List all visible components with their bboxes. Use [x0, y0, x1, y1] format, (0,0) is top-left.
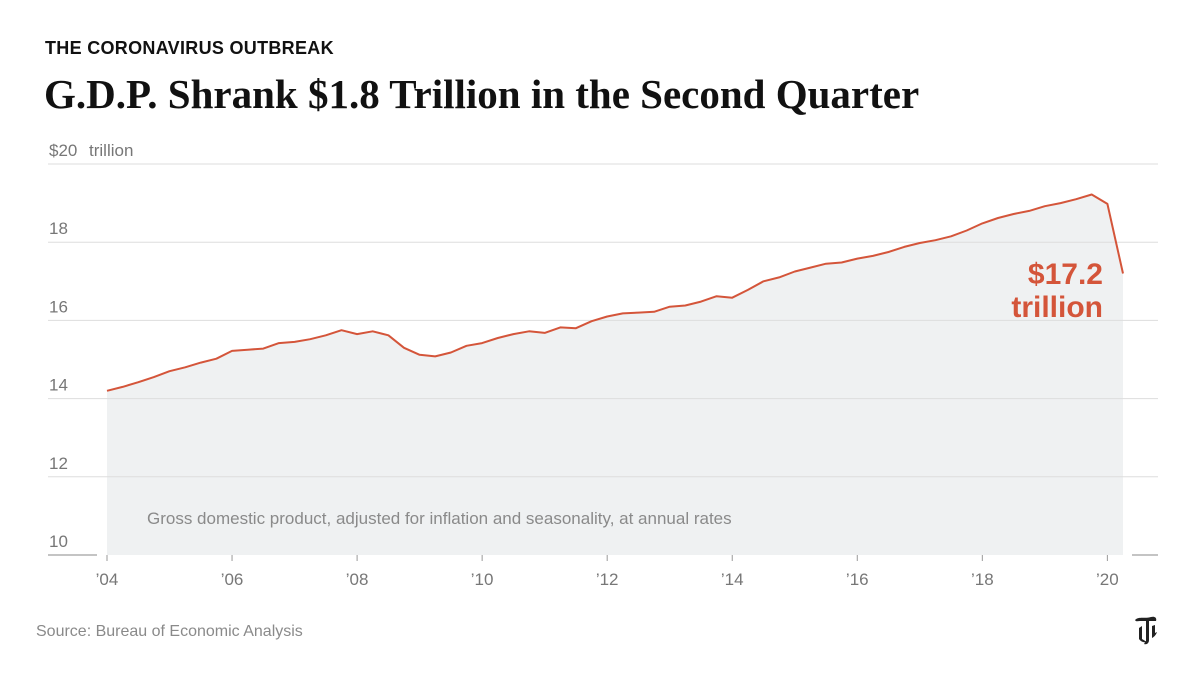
- y-tick-label: 16: [49, 297, 68, 316]
- y-tick-label: $20: [49, 141, 77, 160]
- x-tick-label: ’20: [1096, 570, 1119, 589]
- x-tick-label: ’14: [721, 570, 744, 589]
- y-tick-label: 18: [49, 219, 68, 238]
- nyt-logo-icon: [1127, 610, 1165, 648]
- x-tick-label: ’18: [971, 570, 994, 589]
- x-tick-label: ’12: [596, 570, 619, 589]
- x-tick-label: ’06: [221, 570, 244, 589]
- x-tick-label: ’04: [96, 570, 119, 589]
- y-tick-label: 10: [49, 532, 68, 551]
- end-value-label: $17.2: [1028, 258, 1103, 291]
- x-tick-label: ’10: [471, 570, 494, 589]
- y-unit-label: trillion: [89, 141, 133, 160]
- x-tick-label: ’08: [346, 570, 369, 589]
- x-tick-label: ’16: [846, 570, 869, 589]
- source-note: Source: Bureau of Economic Analysis: [36, 623, 303, 640]
- kicker: THE CORONAVIRUS OUTBREAK: [45, 38, 334, 58]
- end-value-label: trillion: [1011, 291, 1103, 324]
- y-tick-label: 12: [49, 454, 68, 473]
- chart-note: Gross domestic product, adjusted for inf…: [147, 509, 732, 528]
- gdp-area: [107, 194, 1123, 555]
- headline: G.D.P. Shrank $1.8 Trillion in the Secon…: [44, 71, 920, 117]
- gdp-line: [106, 193, 1124, 392]
- y-tick-label: 14: [49, 376, 68, 395]
